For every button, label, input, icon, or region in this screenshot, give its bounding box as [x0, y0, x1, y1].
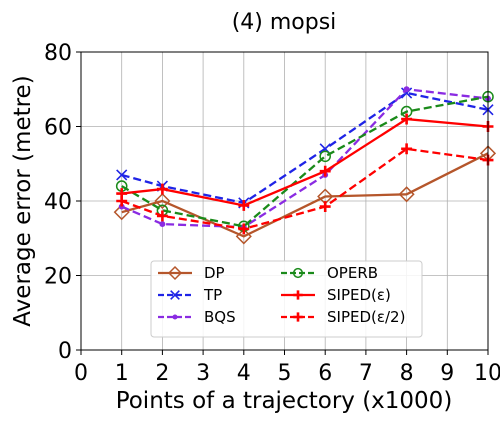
x-tick-label: 8 — [400, 361, 414, 386]
x-tick-label: 10 — [474, 361, 500, 386]
y-tick-label: 60 — [44, 116, 72, 141]
y-tick-label: 0 — [58, 339, 72, 364]
x-tick-label: 6 — [318, 361, 332, 386]
x-tick-label: 0 — [74, 361, 88, 386]
data-point — [320, 166, 331, 177]
y-tick-label: 80 — [44, 41, 72, 66]
data-point — [404, 86, 410, 92]
legend-label: BQS — [204, 308, 236, 326]
x-tick-label: 4 — [237, 361, 251, 386]
series-group — [115, 86, 495, 243]
x-tick-label: 3 — [196, 361, 210, 386]
legend-label: SIPED(ε/2) — [327, 308, 405, 326]
x-tick-label: 2 — [155, 361, 169, 386]
chart-title: (4) mopsi — [232, 10, 337, 35]
y-axis-label: Average error (metre) — [10, 75, 36, 326]
series-DP — [115, 146, 495, 243]
x-tick-label: 9 — [440, 361, 454, 386]
legend-marker — [172, 314, 177, 319]
legend: DP TP BQS OPERB SIPED(ε) SIPED(ε/2) — [151, 261, 422, 337]
legend-label: OPERB — [327, 264, 378, 282]
x-tick-label: 5 — [278, 361, 292, 386]
y-tick-label: 40 — [44, 190, 72, 215]
legend-label: TP — [203, 286, 222, 304]
series-BQS — [119, 86, 491, 230]
legend-label: SIPED(ε) — [327, 286, 391, 304]
legend-label: DP — [204, 264, 225, 282]
data-point — [116, 196, 127, 207]
x-axis-label: Points of a trajectory (x1000) — [116, 388, 453, 414]
series-line — [122, 93, 488, 203]
data-point — [320, 201, 331, 212]
y-tick-label: 20 — [44, 265, 72, 290]
x-tick-label: 7 — [359, 361, 373, 386]
x-tick-label: 1 — [115, 361, 129, 386]
data-point — [159, 221, 165, 227]
series-line — [122, 153, 488, 236]
